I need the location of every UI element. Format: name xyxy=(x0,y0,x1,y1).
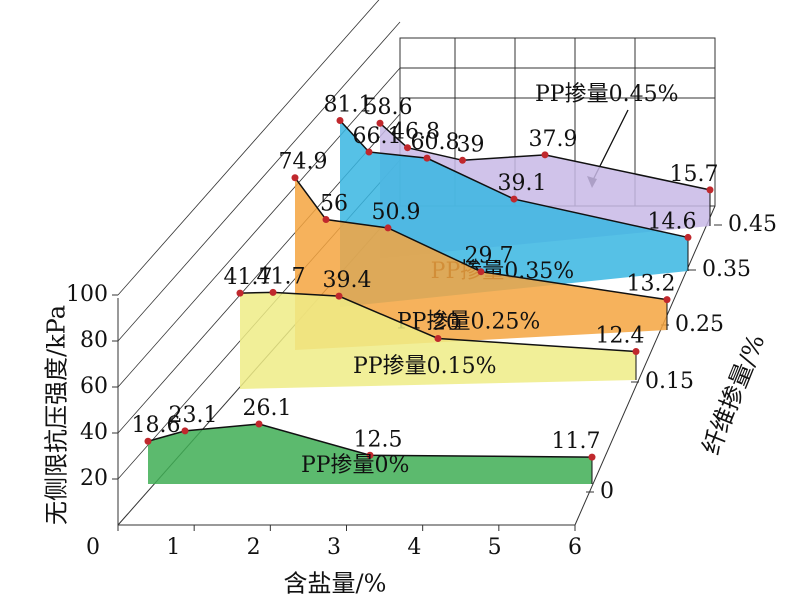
data-label: 74.9 xyxy=(279,150,328,175)
x-tick-label: 4 xyxy=(407,535,421,560)
x-axis-title: 含盐量/% xyxy=(284,570,387,598)
y-tick-label: 40 xyxy=(80,420,108,445)
data-label: 15.7 xyxy=(670,162,719,187)
y-tick-label: 20 xyxy=(80,466,108,491)
data-label: 12.5 xyxy=(354,427,403,452)
annotation: PP掺量0.45% xyxy=(535,82,679,107)
data-point xyxy=(291,174,299,182)
grid-line xyxy=(117,21,401,342)
data-label: 37.9 xyxy=(529,127,578,152)
data-label: 81.1 xyxy=(324,92,373,117)
data-point xyxy=(335,292,343,300)
data-point xyxy=(322,216,330,224)
y-axis-title: 无侧限抗压强度/kPa xyxy=(43,305,71,525)
z-tick-label: 0.25 xyxy=(675,312,724,337)
data-point xyxy=(366,451,374,459)
data-label: 39.4 xyxy=(323,268,372,293)
x-tick-label: 0 xyxy=(86,535,100,560)
data-point xyxy=(684,233,692,241)
z-tick-label: 0 xyxy=(600,479,614,504)
data-label: 41.7 xyxy=(257,264,306,289)
data-label: 66.1 xyxy=(353,124,402,149)
data-point xyxy=(144,437,152,445)
data-point xyxy=(384,224,392,232)
series-area xyxy=(295,177,667,350)
data-point xyxy=(269,288,277,296)
data-label: 60.8 xyxy=(411,130,460,155)
data-label: 13.2 xyxy=(627,272,676,297)
data-point xyxy=(255,420,263,428)
z-tick-label: 0.45 xyxy=(728,212,777,237)
data-label: 12.4 xyxy=(596,323,645,348)
data-label: 58.6 xyxy=(364,95,413,120)
y-tick-label: 60 xyxy=(80,374,108,399)
x-tick-label: 1 xyxy=(166,535,180,560)
data-point xyxy=(541,151,549,159)
z-tick-label: 0.35 xyxy=(702,257,751,282)
data-point xyxy=(459,156,466,164)
data-label: 39.1 xyxy=(498,171,547,196)
data-label: 29.7 xyxy=(465,244,514,269)
grid-line xyxy=(117,0,380,296)
series-label: PP掺量0.15% xyxy=(353,354,497,379)
data-point xyxy=(477,268,485,276)
y-tick-label: 80 xyxy=(80,328,108,353)
data-point xyxy=(663,296,671,304)
x-tick-label: 6 xyxy=(568,535,582,560)
data-label: 26.1 xyxy=(243,396,292,421)
data-point xyxy=(588,453,596,461)
z-axis xyxy=(574,205,716,526)
series-label: PP掺量0% xyxy=(301,453,410,478)
data-label: 23.1 xyxy=(169,403,218,428)
data-point xyxy=(632,347,640,355)
data-point xyxy=(434,335,442,342)
data-point xyxy=(181,427,189,435)
x-tick-label: 2 xyxy=(247,535,261,560)
x-tick-label: 5 xyxy=(488,535,502,560)
data-label: 11.7 xyxy=(552,429,601,454)
data-point xyxy=(376,119,384,127)
z-tick-label: 0.15 xyxy=(645,369,694,394)
z-axis-title: 纤维掺量/% xyxy=(697,330,770,458)
data-point xyxy=(336,116,344,124)
data-label: 14.6 xyxy=(648,209,697,234)
data-label: 46.8 xyxy=(391,120,440,145)
data-label: 56 xyxy=(320,192,348,217)
series-area xyxy=(148,423,592,484)
data-label: 50.9 xyxy=(372,200,421,225)
data-point xyxy=(236,289,244,297)
grid-line xyxy=(117,67,401,388)
data-point xyxy=(510,195,518,203)
data-point xyxy=(365,148,373,156)
data-label: 20 xyxy=(432,311,460,336)
data-point xyxy=(423,154,431,162)
x-tick-label: 3 xyxy=(327,535,341,560)
data-label: 41.7 xyxy=(224,265,273,290)
data-point xyxy=(404,144,411,152)
data-point xyxy=(706,186,714,194)
data-label: 39 xyxy=(457,132,485,157)
data-label: 18.6 xyxy=(132,413,181,438)
y-tick-label: 100 xyxy=(66,282,108,307)
